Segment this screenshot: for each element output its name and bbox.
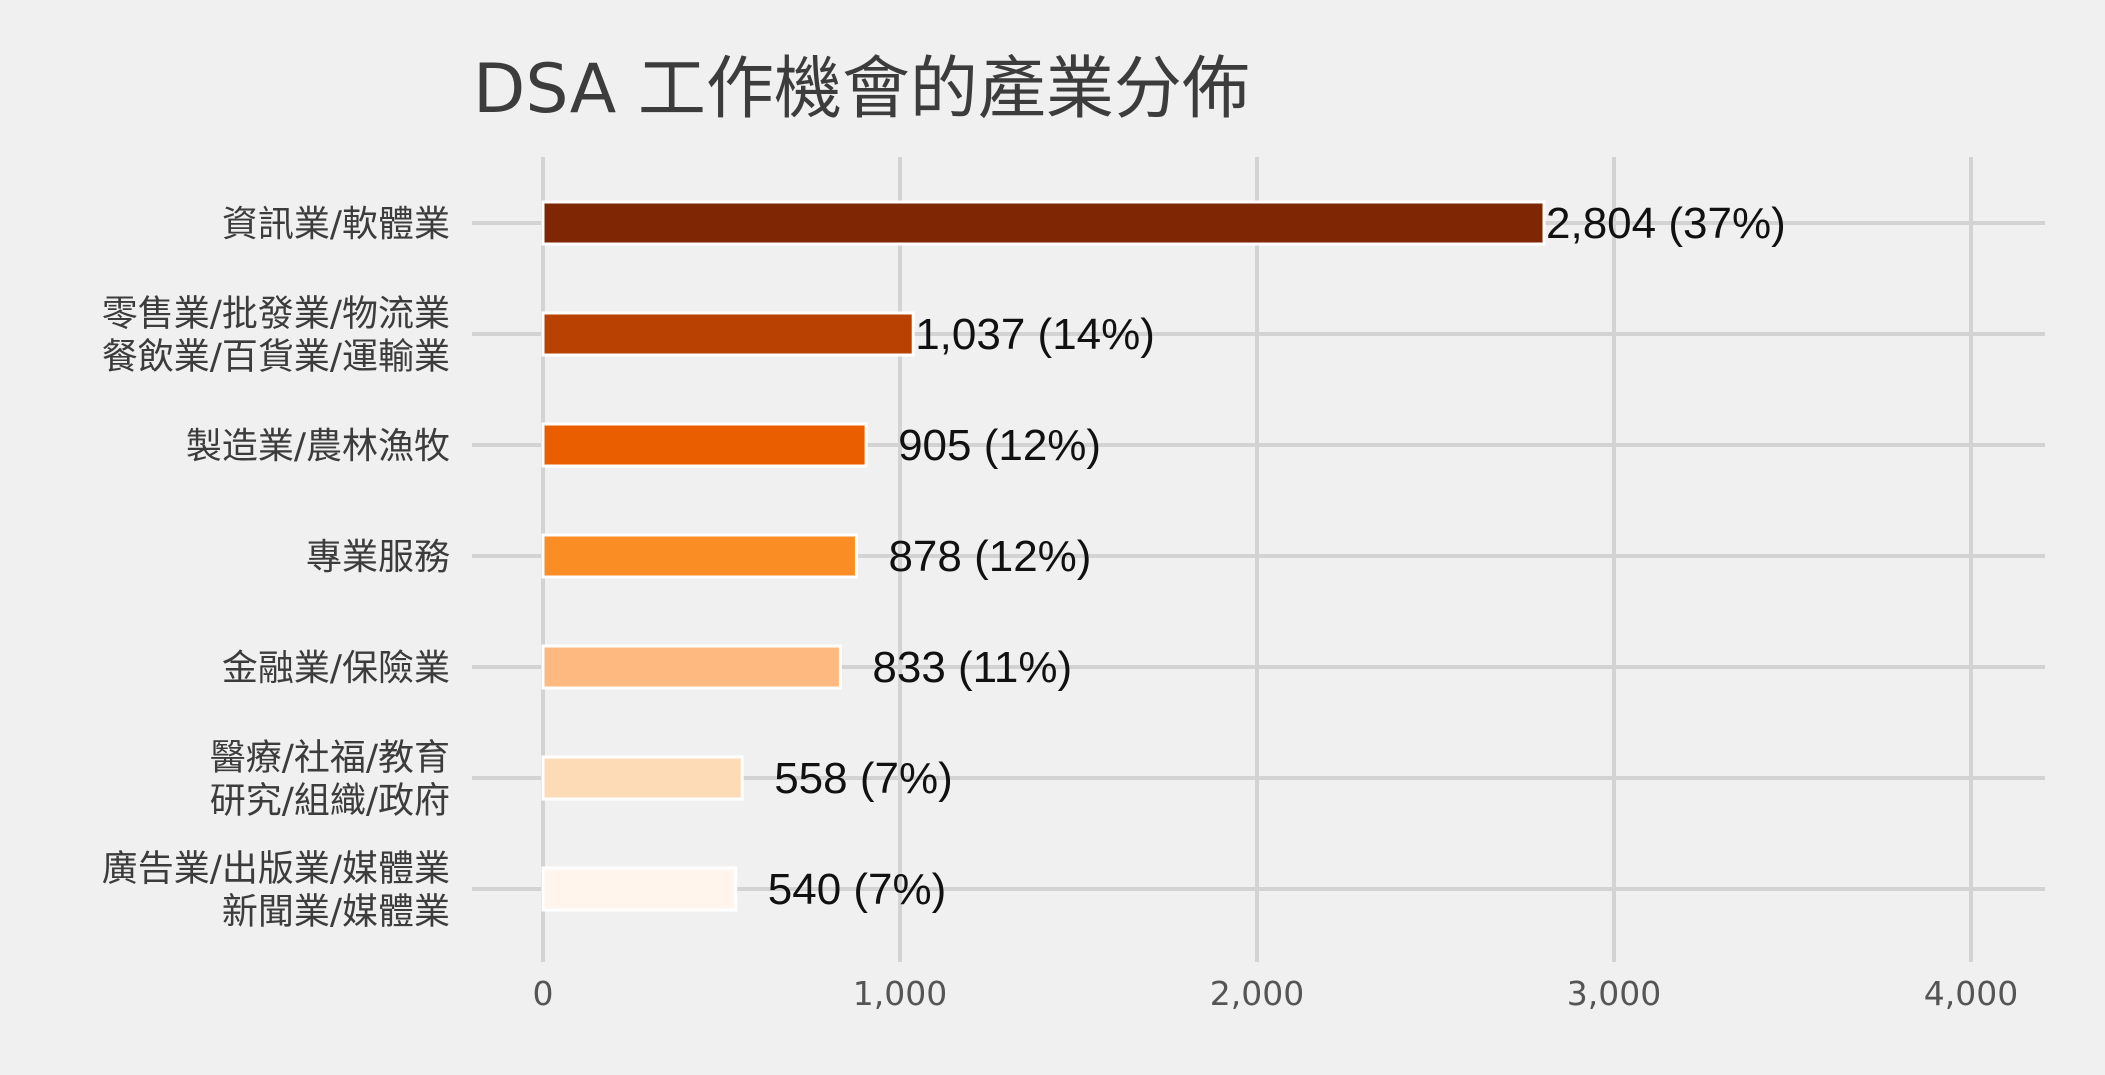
category-label: 製造業/農林漁牧 [186,426,450,467]
labels: 0 1,000 2,000 3,000 4,000 2,804 (37%) 資訊業/軟體業 1… [102,199,2019,1013]
category-label-line: 研究/組織/政府 [210,781,450,822]
value-label: 558 (7%) [774,754,953,803]
category-label: 資訊業/軟體業 [222,204,450,245]
bar [541,533,858,579]
bar [541,866,738,912]
category-label-line: 零售業/批發業/物流業 [102,294,450,335]
bar [541,644,842,690]
bar [541,200,1546,246]
category-label: 醫療/社福/教育研究/組織/政府 [210,738,450,822]
category-label-line: 醫療/社福/教育 [210,738,450,779]
category-label: 金融業/保險業 [222,648,450,689]
value-label: 540 (7%) [768,865,947,914]
category-label-line: 專業服務 [306,537,450,578]
x-tick-label: 0 [533,974,554,1013]
x-tick-label: 2,000 [1210,974,1304,1013]
category-label-line: 廣告業/出版業/媒體業 [102,849,450,890]
category-label-line: 資訊業/軟體業 [222,204,450,245]
chart-title: DSA 工作機會的產業分佈 [473,50,1250,129]
bar [541,311,915,357]
category-label: 廣告業/出版業/媒體業新聞業/媒體業 [102,849,450,933]
category-label-line: 餐飲業/百貨業/運輸業 [102,337,450,378]
value-label: 905 (12%) [898,421,1101,470]
value-label: 878 (12%) [888,532,1091,581]
x-tick-label: 4,000 [1924,974,2018,1013]
bar [541,755,744,801]
bars [541,200,1546,912]
bar [541,422,868,468]
value-label: 1,037 (14%) [915,310,1155,359]
category-label-line: 新聞業/媒體業 [222,892,450,933]
x-tick-label: 1,000 [853,974,947,1013]
category-label-line: 製造業/農林漁牧 [186,426,450,467]
value-label: 833 (11%) [872,643,1072,692]
value-label: 2,804 (37%) [1546,199,1786,248]
category-label: 專業服務 [306,537,450,578]
category-label: 零售業/批發業/物流業餐飲業/百貨業/運輸業 [102,294,450,378]
category-label-line: 金融業/保險業 [222,648,450,689]
x-tick-label: 3,000 [1567,974,1661,1013]
